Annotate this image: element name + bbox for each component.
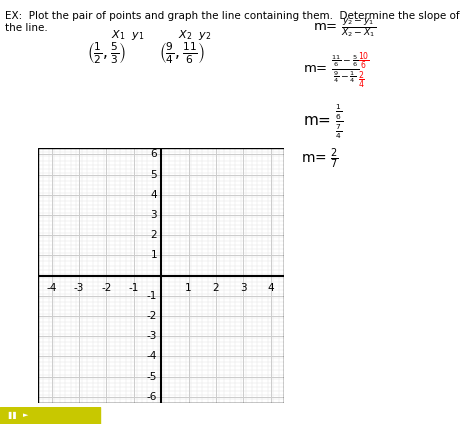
Text: -1: -1	[128, 283, 139, 293]
Text: -4: -4	[146, 351, 157, 361]
Text: 2: 2	[213, 283, 219, 293]
Text: -1: -1	[146, 291, 157, 301]
Text: m= $\frac{2}{7}$: m= $\frac{2}{7}$	[301, 146, 339, 170]
Text: $\left(\frac{1}{2}, \frac{5}{3}\right)$: $\left(\frac{1}{2}, \frac{5}{3}\right)$	[87, 40, 127, 66]
Text: -4: -4	[46, 283, 57, 293]
Text: X$_1$  y$_1$: X$_1$ y$_1$	[111, 28, 145, 42]
Text: 3: 3	[240, 283, 246, 293]
Text: 1: 1	[185, 283, 192, 293]
Text: m= $\frac{\frac{1}{6}}{\frac{7}{4}}$: m= $\frac{\frac{1}{6}}{\frac{7}{4}}$	[303, 102, 344, 141]
Text: $\frac{2}{4}$: $\frac{2}{4}$	[358, 70, 365, 92]
Text: $\left(\frac{9}{4}, \frac{11}{6}\right)$: $\left(\frac{9}{4}, \frac{11}{6}\right)$	[159, 40, 206, 66]
Text: 6: 6	[150, 149, 157, 159]
Text: 4: 4	[150, 190, 157, 200]
Text: m= $\frac{\frac{11}{6} - \frac{5}{6}}{\frac{9}{4} - \frac{1}{4}}$: m= $\frac{\frac{11}{6} - \frac{5}{6}}{\f…	[303, 53, 360, 84]
Text: ▐▐: ▐▐	[6, 412, 17, 419]
Text: -2: -2	[146, 311, 157, 321]
Text: the line.: the line.	[5, 23, 47, 33]
Text: 5: 5	[150, 170, 157, 180]
Text: -5: -5	[146, 371, 157, 382]
Text: X$_2$  y$_2$: X$_2$ y$_2$	[178, 28, 211, 42]
Text: -6: -6	[146, 392, 157, 402]
Bar	[0, 407, 100, 424]
Text: -2: -2	[101, 283, 111, 293]
Text: EX:  Plot the pair of points and graph the line containing them.  Determine the : EX: Plot the pair of points and graph th…	[5, 11, 459, 21]
Text: 4: 4	[267, 283, 274, 293]
Text: m= $\frac{y_2 - y_1}{X_2 - X_1}$: m= $\frac{y_2 - y_1}{X_2 - X_1}$	[313, 17, 376, 40]
Text: 3: 3	[150, 210, 157, 220]
Text: $\frac{10}{6}$: $\frac{10}{6}$	[358, 51, 370, 73]
Text: 1: 1	[150, 251, 157, 260]
Text: ►: ►	[23, 413, 28, 418]
Text: -3: -3	[146, 331, 157, 341]
Text: 2: 2	[150, 230, 157, 240]
Text: -3: -3	[74, 283, 84, 293]
